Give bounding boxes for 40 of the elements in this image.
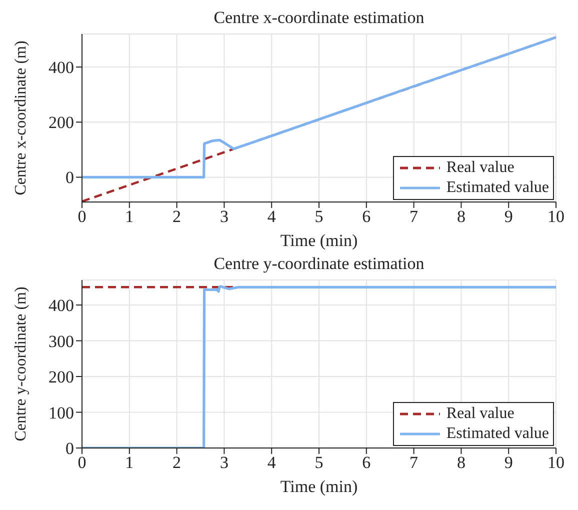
x-tick-label: 4 xyxy=(267,453,276,472)
x-tick-label: 3 xyxy=(220,453,228,472)
y-tick-label: 400 xyxy=(48,296,74,316)
y-tick-label: 200 xyxy=(48,113,74,132)
x-tick-label: 6 xyxy=(362,453,371,472)
x-tick-label: 10 xyxy=(548,207,564,226)
legend-label: Real value xyxy=(446,158,514,178)
x-tick-label: 2 xyxy=(172,453,182,472)
x-tick-label: 0 xyxy=(78,207,86,226)
y-axis-title: Centre x-coordinate (m) xyxy=(12,40,30,196)
x-tick-label: 3 xyxy=(220,207,228,226)
x-axis-title: Time (min) xyxy=(280,477,358,496)
chart-title: Centre x-coordinate estimation xyxy=(212,8,426,28)
legend-label: Real value xyxy=(446,404,514,424)
legend-label: Estimated value xyxy=(446,424,549,444)
x-tick-label: 9 xyxy=(504,207,513,226)
x-tick-label: 2 xyxy=(172,207,182,226)
y-tick-label: 0 xyxy=(66,168,74,188)
y-axis-title: Centre y-coordinate (m) xyxy=(12,286,30,442)
x-tick-label: 1 xyxy=(125,207,134,226)
y-tick-label: 400 xyxy=(48,58,74,78)
x-tick-label: 1 xyxy=(125,453,134,472)
x-tick-label: 6 xyxy=(362,207,371,226)
y-tick-label: 0 xyxy=(66,439,74,458)
x-tick-label: 8 xyxy=(456,207,466,226)
x-axis-title: Time (min) xyxy=(280,231,358,250)
y-tick-label: 200 xyxy=(48,368,74,387)
legend-label: Estimated value xyxy=(446,178,549,198)
y-tick-label: 100 xyxy=(48,403,74,422)
x-tick-label: 0 xyxy=(78,453,86,472)
x-tick-label: 8 xyxy=(456,453,466,472)
x-tick-label: 7 xyxy=(410,453,419,472)
x-tick-label: 10 xyxy=(548,453,564,472)
x-tick-label: 7 xyxy=(410,207,419,226)
x-tick-label: 9 xyxy=(504,453,513,472)
y-tick-label: 300 xyxy=(48,332,74,351)
x-tick-label: 4 xyxy=(267,207,276,226)
x-tick-label: 5 xyxy=(314,207,324,226)
chart-title: Centre y-coordinate estimation xyxy=(212,254,426,274)
x-tick-label: 5 xyxy=(314,453,324,472)
